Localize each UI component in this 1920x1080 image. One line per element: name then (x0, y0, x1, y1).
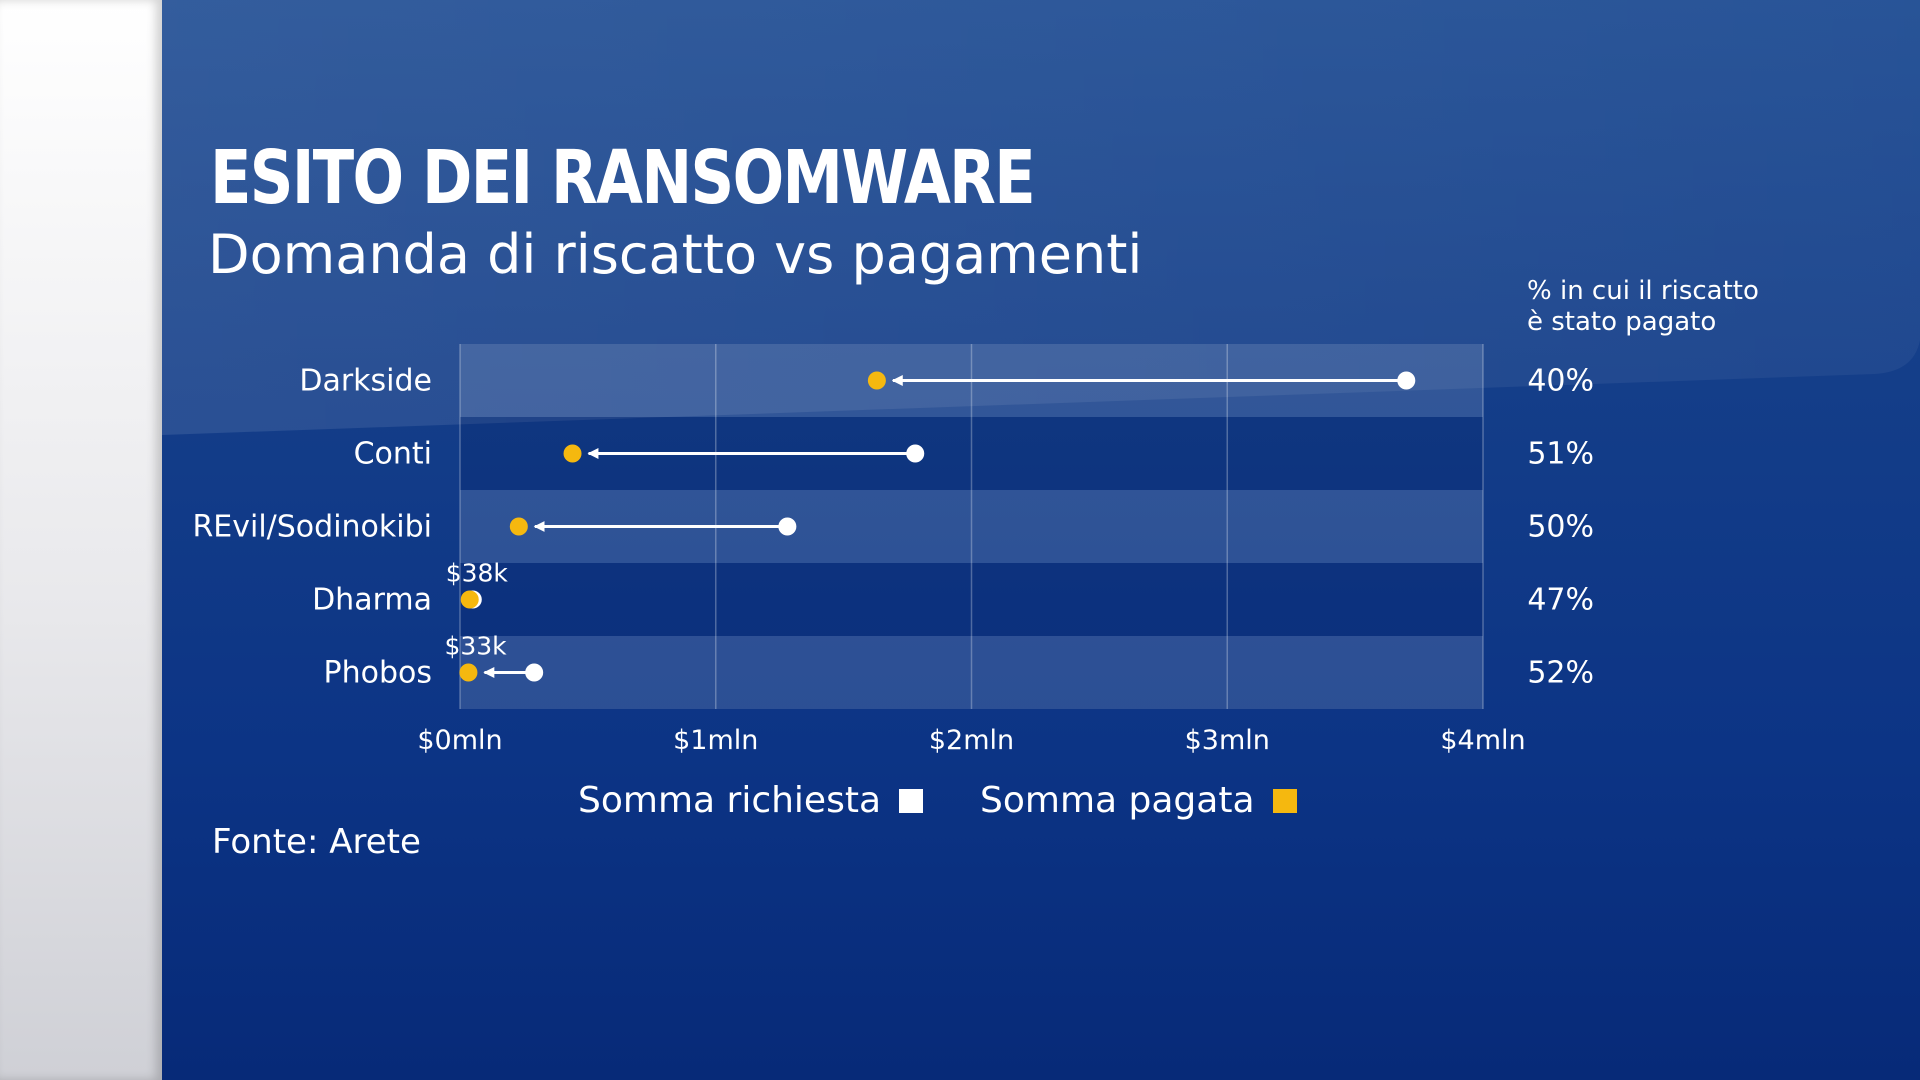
chart-title: ESITO DEI RANSOMWARE (210, 135, 1036, 221)
x-tick-label: $3mln (1185, 725, 1270, 756)
paid-point (867, 371, 886, 390)
row-band (460, 563, 1483, 636)
category-label: Conti (354, 437, 432, 472)
percent-heading-line-1: % in cui il riscatto (1527, 276, 1759, 306)
legend-demanded-label: Somma richiesta (578, 780, 882, 821)
paid-point (509, 517, 528, 536)
paid-point (459, 663, 478, 682)
chart-subtitle: Domanda di riscatto vs pagamenti (208, 223, 1143, 286)
legend-paid-label: Somma pagata (980, 780, 1255, 821)
demanded-point (778, 517, 797, 536)
x-tick-label: $1mln (673, 725, 758, 756)
source-note: Fonte: Arete (212, 822, 421, 862)
paid-point (563, 444, 582, 463)
side-panel (0, 0, 162, 1080)
paid-point (460, 590, 479, 609)
legend-paid-swatch (1272, 788, 1297, 813)
percent-column-heading: % in cui il riscatto è stato pagato (1527, 276, 1759, 338)
category-label: Darkside (299, 364, 432, 399)
paid-percent-label: 47% (1527, 583, 1594, 618)
demanded-point (1397, 371, 1416, 390)
category-label: Dharma (312, 583, 432, 618)
paid-value-label: $38k (446, 559, 509, 588)
x-tick-label: $2mln (929, 725, 1014, 756)
demanded-point (906, 444, 925, 463)
paid-percent-label: 40% (1527, 364, 1594, 399)
paid-percent-label: 51% (1527, 437, 1594, 472)
x-tick-label: $0mln (417, 725, 502, 756)
paid-percent-label: 52% (1527, 656, 1594, 691)
category-label: REvil/Sodinokibi (192, 510, 432, 545)
demanded-point (525, 663, 544, 682)
x-tick-label: $4mln (1440, 725, 1525, 756)
paid-percent-label: 50% (1527, 510, 1594, 545)
legend-demanded-swatch (899, 788, 924, 813)
legend-paid: Somma pagata (980, 780, 1297, 821)
legend-demanded: Somma richiesta (578, 780, 924, 821)
percent-heading-line-2: è stato pagato (1527, 307, 1717, 337)
category-label: Phobos (324, 656, 433, 691)
paid-value-label: $33k (444, 632, 507, 661)
row-band (460, 636, 1483, 709)
